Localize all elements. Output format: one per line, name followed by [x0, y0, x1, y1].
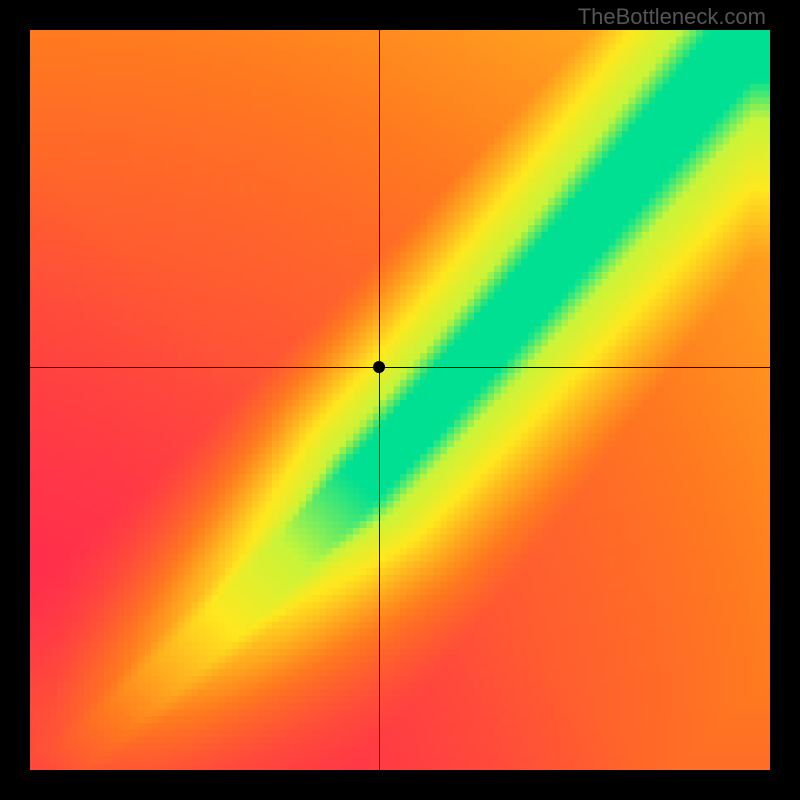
crosshair-horizontal	[30, 367, 770, 368]
crosshair-vertical	[379, 30, 380, 770]
chart-container: TheBottleneck.com	[0, 0, 800, 800]
watermark-text: TheBottleneck.com	[578, 4, 766, 30]
bottleneck-heatmap	[30, 30, 770, 770]
selection-marker	[373, 361, 385, 373]
